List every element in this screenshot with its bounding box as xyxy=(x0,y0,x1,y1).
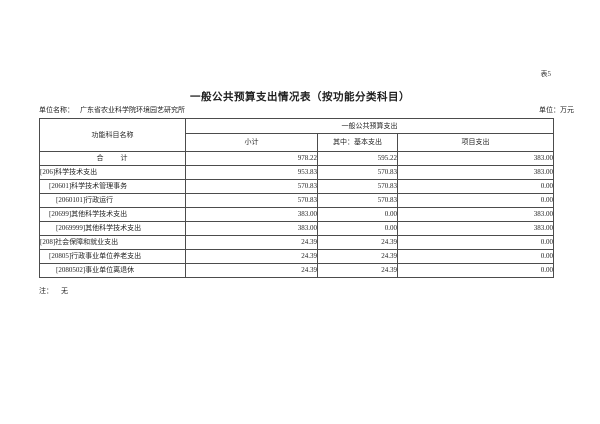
row-project-value: 383.00 xyxy=(397,221,554,236)
header-function-name: 功能科目名称 xyxy=(39,118,186,152)
unit-name-value: 广东省农业科学院环境园艺研究所 xyxy=(80,106,185,114)
row-subtotal-value: 383.00 xyxy=(185,221,318,236)
row-basic-value: 24.39 xyxy=(317,263,398,278)
page-title: 一般公共预算支出情况表（按功能分类科目） xyxy=(190,92,410,103)
row-function-name: [2060101]行政运行 xyxy=(39,193,186,208)
header-subtotal: 小计 xyxy=(185,133,318,152)
row-subtotal-value: 570.83 xyxy=(185,193,318,208)
row-subtotal-value: 978.22 xyxy=(185,151,318,166)
footnote: 注： 无 xyxy=(39,286,68,296)
row-subtotal-value: 953.83 xyxy=(185,165,318,180)
footnote-value: 无 xyxy=(61,287,68,295)
row-function-name: [2080502]事业单位离退休 xyxy=(39,263,186,278)
row-project-value: 383.00 xyxy=(397,165,554,180)
table-row: [206]科学技术支出 953.83 570.83 383.00 xyxy=(39,165,554,180)
row-function-name: [20699]其他科学技术支出 xyxy=(39,207,186,222)
table-row: [20601]科学技术管理事务 570.83 570.83 0.00 xyxy=(39,179,554,194)
row-project-value: 383.00 xyxy=(397,151,554,166)
header-group-budget-expenditure: 一般公共预算支出 xyxy=(185,118,554,134)
row-function-name: 合 计 xyxy=(39,151,186,166)
row-basic-value: 24.39 xyxy=(317,249,398,264)
table-row: [20805]行政事业单位养老支出 24.39 24.39 0.00 xyxy=(39,249,554,264)
table-row: [2080502]事业单位离退休 24.39 24.39 0.00 xyxy=(39,263,554,278)
table-row: [20699]其他科学技术支出 383.00 0.00 383.00 xyxy=(39,207,554,222)
row-function-name: [2069999]其他科学技术支出 xyxy=(39,221,186,236)
row-basic-value: 570.83 xyxy=(317,165,398,180)
row-project-value: 0.00 xyxy=(397,235,554,250)
row-subtotal-value: 24.39 xyxy=(185,235,318,250)
row-project-value: 0.00 xyxy=(397,263,554,278)
meta-row: 单位名称： 广东省农业科学院环境园艺研究所 单位：万元 xyxy=(39,105,574,115)
unit-measure-label: 单位：万元 xyxy=(539,106,574,114)
row-subtotal-value: 24.39 xyxy=(185,249,318,264)
row-project-value: 0.00 xyxy=(397,193,554,208)
unit-name: 单位名称： 广东省农业科学院环境园艺研究所 xyxy=(39,105,185,115)
row-basic-value: 570.83 xyxy=(317,193,398,208)
unit-name-label: 单位名称： xyxy=(39,106,74,114)
row-function-name: [20601]科学技术管理事务 xyxy=(39,179,186,194)
row-project-value: 0.00 xyxy=(397,179,554,194)
table-row: [2069999]其他科学技术支出 383.00 0.00 383.00 xyxy=(39,221,554,236)
row-subtotal-value: 383.00 xyxy=(185,207,318,222)
table-row: [2060101]行政运行 570.83 570.83 0.00 xyxy=(39,193,554,208)
row-project-value: 0.00 xyxy=(397,249,554,264)
budget-table: 功能科目名称 一般公共预算支出 小计 其中：基本支出 项目支出 合 计 978.2… xyxy=(39,118,554,278)
header-project-expenditure: 项目支出 xyxy=(397,133,554,152)
footnote-label: 注： xyxy=(39,287,53,295)
header-row-sub: 小计 其中：基本支出 项目支出 xyxy=(40,133,554,152)
row-function-name: [206]科学技术支出 xyxy=(39,165,186,180)
row-basic-value: 595.22 xyxy=(317,151,398,166)
row-project-value: 383.00 xyxy=(397,207,554,222)
row-basic-value: 0.00 xyxy=(317,221,398,236)
table-row: 合 计 978.22 595.22 383.00 xyxy=(39,151,554,166)
sheet-number-label: 表5 xyxy=(540,70,552,78)
row-basic-value: 24.39 xyxy=(317,235,398,250)
row-basic-value: 0.00 xyxy=(317,207,398,222)
row-subtotal-value: 570.83 xyxy=(185,179,318,194)
row-function-name: [208]社会保障和就业支出 xyxy=(39,235,186,250)
row-function-name: [20805]行政事业单位养老支出 xyxy=(39,249,186,264)
table-body: 合 计 978.22 595.22 383.00 [206]科学技术支出 953.83 57… xyxy=(39,151,554,278)
row-basic-value: 570.83 xyxy=(317,179,398,194)
header-basic-expenditure: 其中：基本支出 xyxy=(317,133,398,152)
header-row-group: 功能科目名称 一般公共预算支出 xyxy=(39,118,554,152)
table-row: [208]社会保障和就业支出 24.39 24.39 0.00 xyxy=(39,235,554,250)
row-subtotal-value: 24.39 xyxy=(185,263,318,278)
